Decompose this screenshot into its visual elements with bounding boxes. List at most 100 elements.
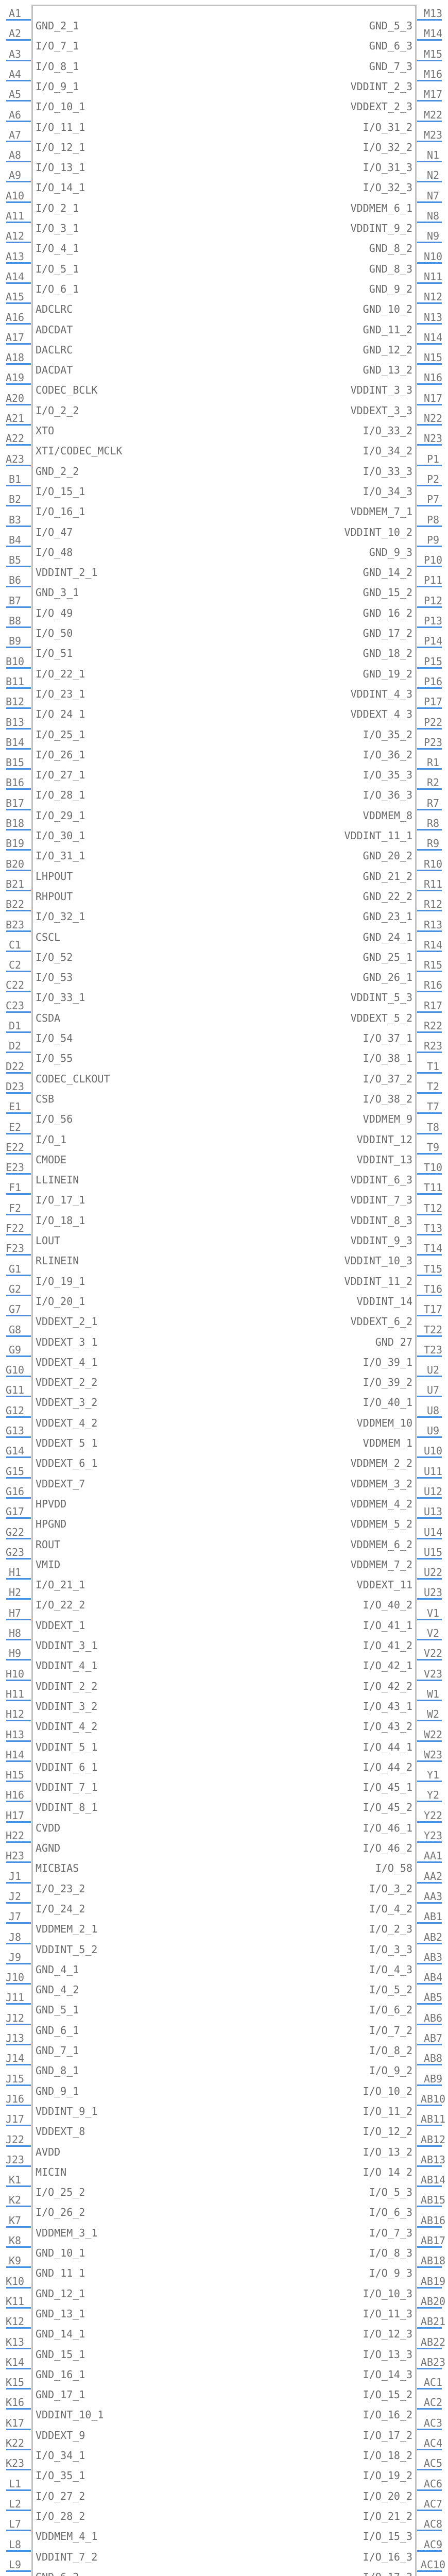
pin-lead-line[interactable] [6,1031,31,1033]
pin-row[interactable]: AB17 I/O_8_3 [0,2235,448,2266]
pin-row[interactable]: G15 VDDEXT_7 [0,1466,448,1497]
pin-row[interactable]: AA1 I/O_58 [0,1851,448,1882]
pin-row[interactable]: N8 VDDINT_9_2 [0,211,448,242]
pin-row[interactable]: P15 GND_19_2 [0,656,448,687]
pin-row[interactable]: T9 VDDINT_13 [0,1142,448,1173]
pin-lead-line[interactable] [417,1477,442,1479]
pin-row[interactable]: H7 VDDEXT_1 [0,1608,448,1639]
pin-lead-line[interactable] [417,2023,442,2025]
pin-lead-line[interactable] [417,161,442,163]
pin-row[interactable]: R11 GND_22_2 [0,879,448,910]
pin-row[interactable]: A22 XTI/CODEC_MCLK [0,433,448,464]
pin-lead-line[interactable] [6,1436,31,1438]
pin-lead-line[interactable] [417,2489,442,2491]
pin-row[interactable]: P7 VDDMEM_7_1 [0,494,448,525]
pin-lead-line[interactable] [6,343,31,345]
pin-row[interactable]: T12 VDDINT_8_3 [0,1203,448,1234]
pin-lead-line[interactable] [417,2570,442,2572]
pin-lead-line[interactable] [6,2449,31,2450]
pin-lead-line[interactable] [6,2246,31,2248]
pin-row[interactable]: W22 I/O_44_1 [0,1730,448,1760]
pin-lead-line[interactable] [6,525,31,527]
pin-lead-line[interactable] [6,79,31,81]
pin-row[interactable]: U2 I/O_39_2 [0,1365,448,1396]
pin-row[interactable]: B22 I/O_32_1 [0,899,448,930]
pin-lead-line[interactable] [6,323,31,325]
pin-lead-line[interactable] [6,1740,31,1742]
pin-lead-line[interactable] [6,2206,31,2208]
pin-row[interactable]: U14 VDDMEM_6_2 [0,1527,448,1558]
pin-lead-line[interactable] [6,1092,31,1094]
pin-lead-line[interactable] [6,849,31,851]
pin-row[interactable]: V23 I/O_42_2 [0,1669,448,1700]
pin-row[interactable]: A20 I/O_2_2 [0,393,448,424]
pin-lead-line[interactable] [417,2003,442,2005]
pin-lead-line[interactable] [417,1699,442,1701]
pin-lead-line[interactable] [6,566,31,568]
pin-lead-line[interactable] [417,1315,442,1317]
pin-row[interactable]: AC4 I/O_18_2 [0,2438,448,2469]
pin-row[interactable]: T7 VDDMEM_9 [0,1101,448,1132]
pin-row[interactable]: G23 VMID [0,1547,448,1578]
pin-row[interactable]: U9 VDDMEM_1 [0,1426,448,1456]
pin-row[interactable]: K23 I/O_35_1 [0,2458,448,2489]
pin-row[interactable]: A13 I/O_5_1 [0,251,448,282]
pin-row[interactable]: K13 GND_15_1 [0,2337,448,2368]
pin-lead-line[interactable] [417,1335,442,1337]
pin-row[interactable]: J2 I/O_24_2 [0,1891,448,1922]
pin-row[interactable]: B1 I/O_15_1 [0,474,448,505]
pin-row[interactable]: AB2 I/O_3_3 [0,1932,448,1963]
pin-row[interactable]: J10 GND_4_2 [0,1972,448,2003]
pin-lead-line[interactable] [417,2327,442,2329]
pin-lead-line[interactable] [6,910,31,912]
pin-lead-line[interactable] [6,1659,31,1661]
pin-lead-line[interactable] [6,1416,31,1418]
pin-row[interactable]: J7 VDDMEM_2_1 [0,1911,448,1942]
pin-row[interactable]: AC9 I/O_16_3 [0,2539,448,2570]
pin-row[interactable]: AC2 I/O_16_2 [0,2397,448,2428]
pin-row[interactable]: AB8 I/O_9_2 [0,2053,448,2084]
pin-lead-line[interactable] [6,2023,31,2025]
pin-lead-line[interactable] [6,2347,31,2349]
pin-lead-line[interactable] [417,59,442,61]
pin-lead-line[interactable] [417,910,442,912]
pin-lead-line[interactable] [6,1760,31,1762]
pin-row[interactable]: J16 VDDINT_9_1 [0,2094,448,2125]
pin-row[interactable]: A17 DACLRC [0,332,448,363]
pin-row[interactable]: C23 CSDA [0,1001,448,1031]
pin-lead-line[interactable] [6,626,31,628]
pin-lead-line[interactable] [417,667,442,669]
pin-row[interactable]: AB12 I/O_13_2 [0,2134,448,2165]
pin-lead-line[interactable] [417,282,442,284]
pin-row[interactable]: AC7 I/O_21_2 [0,2499,448,2530]
pin-lead-line[interactable] [6,363,31,365]
pin-lead-line[interactable] [417,2266,442,2268]
pin-lead-line[interactable] [6,1173,31,1175]
pin-lead-line[interactable] [6,222,31,223]
pin-lead-line[interactable] [6,383,31,385]
pin-lead-line[interactable] [417,1254,442,1256]
pin-lead-line[interactable] [417,1902,442,1904]
pin-lead-line[interactable] [417,1983,442,1985]
pin-row[interactable]: J9 GND_4_1 [0,1952,448,1983]
pin-row[interactable]: AB20 I/O_11_3 [0,2296,448,2327]
pin-lead-line[interactable] [417,1173,442,1175]
pin-row[interactable]: B4 I/O_48 [0,535,448,566]
pin-lead-line[interactable] [417,1882,442,1884]
pin-lead-line[interactable] [417,1557,442,1560]
pin-row[interactable]: G8 VDDEXT_3_1 [0,1325,448,1355]
pin-lead-line[interactable] [6,1052,31,1054]
pin-lead-line[interactable] [417,1234,442,1235]
pin-lead-line[interactable] [417,1112,442,1114]
pin-lead-line[interactable] [417,1537,442,1539]
pin-row[interactable]: AB15 I/O_6_3 [0,2195,448,2226]
pin-lead-line[interactable] [6,1011,31,1013]
pin-lead-line[interactable] [6,2084,31,2086]
pin-row[interactable]: U13 VDDMEM_5_2 [0,1506,448,1537]
pin-lead-line[interactable] [417,1760,442,1762]
pin-lead-line[interactable] [6,161,31,163]
pin-lead-line[interactable] [417,2145,442,2147]
pin-row[interactable]: AB14 I/O_5_3 [0,2175,448,2206]
pin-lead-line[interactable] [6,2044,31,2045]
pin-row[interactable]: B21 RHPOUT [0,879,448,910]
